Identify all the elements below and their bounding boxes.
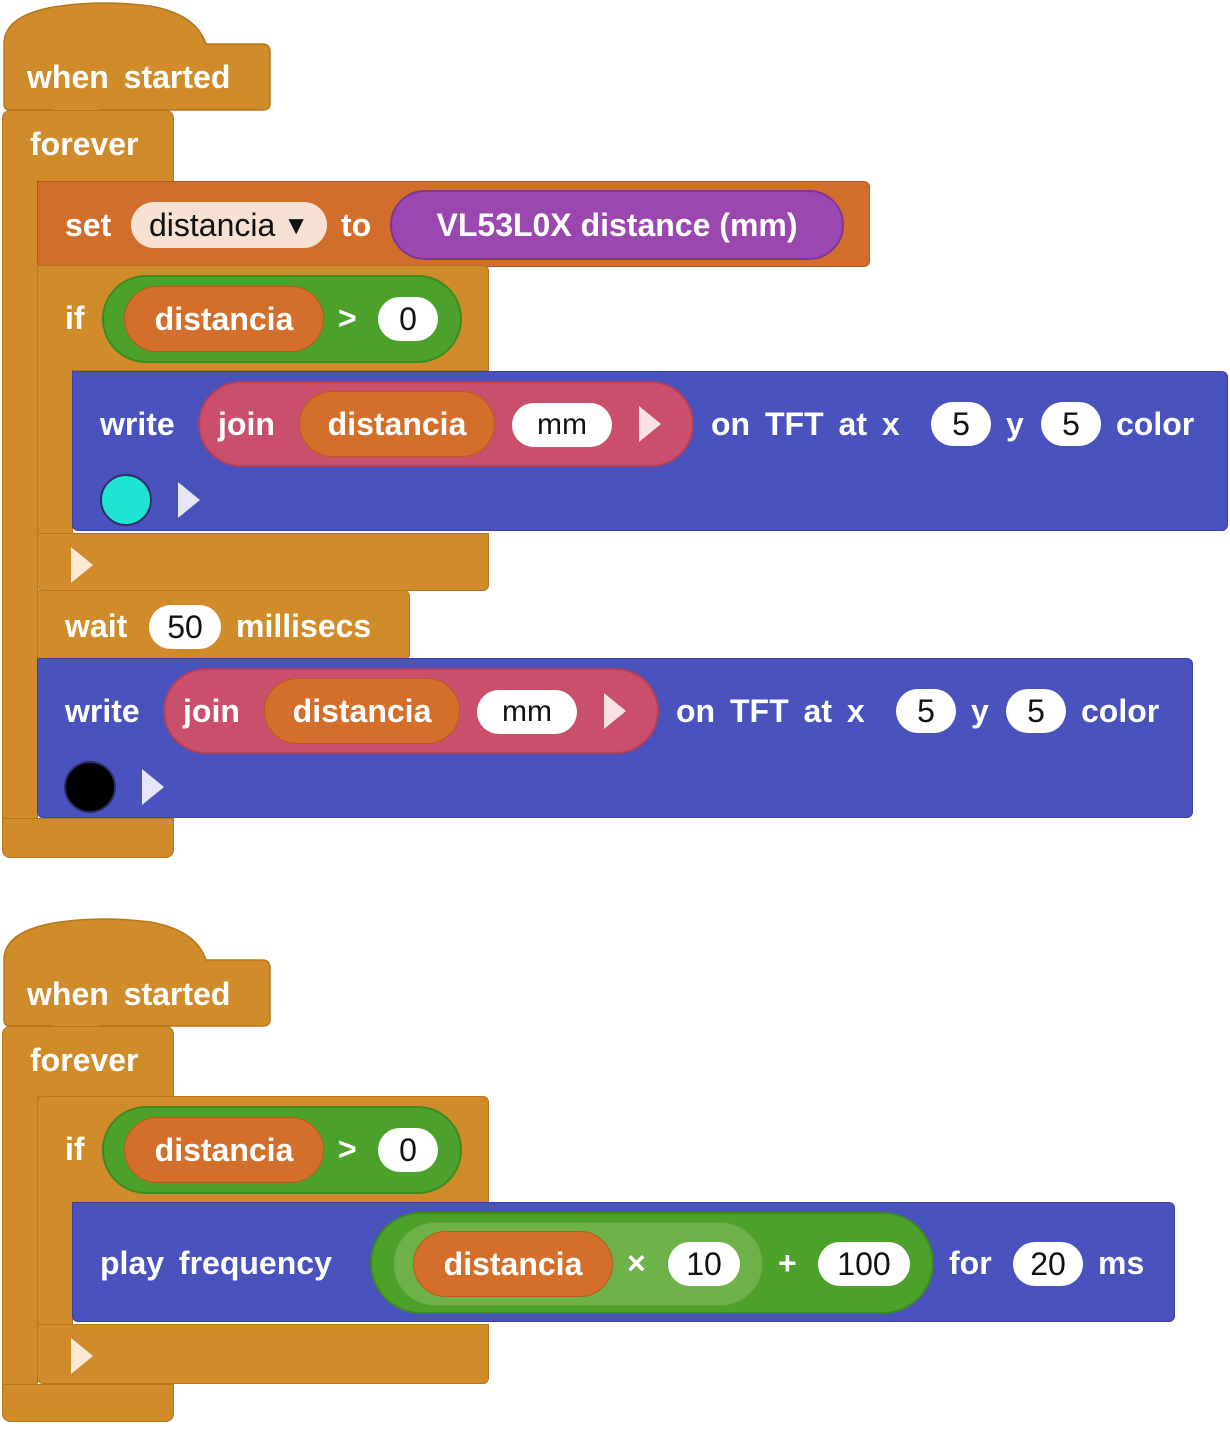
hat-label: when started [27, 59, 231, 95]
expand-arrow-icon[interactable] [176, 480, 202, 520]
expand-arrow-icon[interactable] [69, 1336, 95, 1376]
variable-dropdown[interactable]: distancia ▼ [131, 202, 327, 248]
addend-input[interactable]: 100 [818, 1242, 910, 1286]
if-arm [37, 1202, 73, 1326]
forever-arm [2, 1096, 38, 1386]
if-bottom [37, 533, 489, 591]
distancia-reporter[interactable]: distancia [124, 286, 324, 352]
play-frequency-label: play frequency [100, 1245, 332, 1281]
expand-arrow-icon[interactable] [637, 404, 663, 444]
compare-value-input[interactable]: 0 [378, 297, 438, 341]
distancia-reporter[interactable]: distancia [413, 1231, 613, 1297]
plus-operator: + [778, 1245, 797, 1281]
if-bottom [37, 1324, 489, 1384]
greater-than-operator: > [338, 1131, 357, 1167]
color-label: color [1081, 693, 1160, 729]
y-label: y [971, 693, 989, 729]
forever-bottom [2, 1384, 174, 1422]
y-input[interactable]: 5 [1041, 402, 1101, 446]
set-label: set [65, 207, 112, 243]
forever-bottom [2, 818, 174, 858]
distancia-reporter[interactable]: distancia [124, 1117, 324, 1183]
forever-label: forever [30, 1042, 139, 1078]
ms-label: ms [1098, 1245, 1145, 1281]
distancia-reporter[interactable]: distancia [264, 678, 460, 744]
expand-arrow-icon[interactable] [69, 545, 95, 585]
wait-label: wait [65, 608, 128, 644]
color-label: color [1116, 406, 1195, 442]
join-string-input[interactable]: mm [477, 690, 577, 734]
join-string-input[interactable]: mm [512, 403, 612, 447]
y-input[interactable]: 5 [1006, 689, 1066, 733]
wait-block[interactable] [37, 590, 410, 660]
variable-dropdown-value: distancia [149, 206, 276, 243]
for-label: for [949, 1245, 992, 1281]
compare-value-input[interactable]: 0 [378, 1128, 438, 1172]
forever-label: forever [30, 126, 139, 162]
on-tft-label: on TFT at x [676, 693, 865, 729]
distancia-reporter[interactable]: distancia [299, 391, 495, 457]
x-input[interactable]: 5 [896, 689, 956, 733]
multiplier-input[interactable]: 10 [668, 1242, 740, 1286]
forever-block[interactable] [2, 110, 174, 182]
vl53l0x-distance-reporter[interactable]: VL53L0X distance (mm) [390, 190, 844, 260]
color-swatch-icon[interactable] [64, 761, 116, 813]
y-label: y [1006, 406, 1024, 442]
to-label: to [341, 207, 372, 243]
duration-input[interactable]: 20 [1013, 1242, 1083, 1286]
forever-arm [2, 180, 38, 820]
join-label: join [183, 693, 240, 729]
color-swatch-icon[interactable] [100, 474, 152, 526]
if-arm [37, 369, 73, 535]
write-label: write [65, 693, 140, 729]
dropdown-arrow-icon: ▼ [283, 209, 310, 240]
hat-label: when started [27, 976, 231, 1012]
expand-arrow-icon[interactable] [140, 767, 166, 807]
if-label: if [65, 300, 85, 336]
on-tft-label: on TFT at x [711, 406, 900, 442]
x-input[interactable]: 5 [931, 402, 991, 446]
join-label: join [218, 406, 275, 442]
times-operator: × [627, 1245, 646, 1281]
wait-value-input[interactable]: 50 [149, 605, 221, 649]
millisecs-label: millisecs [236, 608, 372, 644]
greater-than-operator: > [338, 300, 357, 336]
if-label: if [65, 1131, 85, 1167]
write-label: write [100, 406, 175, 442]
expand-arrow-icon[interactable] [602, 691, 628, 731]
